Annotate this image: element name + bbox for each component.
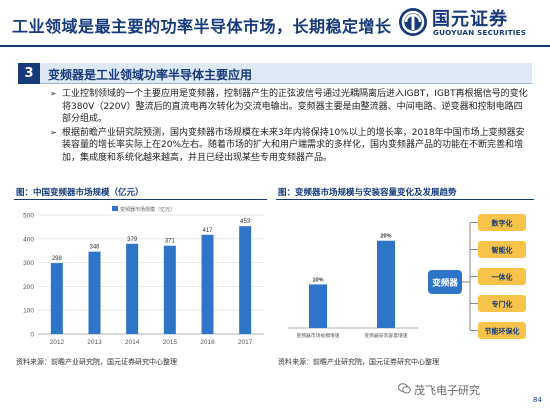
y-tick-label: 0 [30,332,34,339]
x-tick-label: 2014 [125,339,140,346]
bar [126,243,139,334]
trend-box-label: 节能环保化 [485,327,520,336]
header-rule [0,45,550,47]
bar [309,284,327,328]
bar [50,263,63,334]
bar [201,234,214,334]
section-number: 3 [18,63,40,84]
bar [377,240,395,328]
bullet-item: ➢ 工业控制领域的一个主要应用是变频器，控制器产生的正弦波信号通过光耦隔离后进入… [50,88,530,126]
logo-text-en: GUOYUAN SECURITIES [433,28,527,37]
y-tick-label: 400 [23,236,34,243]
chart2-source: 资料来源：前瞻产业研究院，国元证券研究中心整理 [278,358,439,366]
chart2-caption-rule [276,199,534,200]
wechat-icon [398,383,411,394]
bar-value-label: 298 [52,256,63,262]
market-size-bar-chart: 0 100 200 300 400 500 变频器市场规模（亿元） 298 2012 346 201… [23,206,264,346]
arrow-bullet-icon: ➢ [50,127,57,137]
growth-rate-bar-chart: 10% 变频器市场规模增速 20% 变频器安装容量增速 [288,234,418,339]
section-bar [40,63,532,84]
center-box [428,270,462,294]
guoyuan-logo-icon [399,8,427,36]
trend-box-label: 专门化 [492,300,513,309]
bar [239,226,252,334]
y-tick-label: 500 [23,213,34,220]
watermark-text: 茂飞电子研究 [414,384,480,397]
trend-box [478,295,526,312]
page-title: 工业领域是最主要的功率半导体市场，长期稳定增长 [12,17,392,36]
bullet-list: ➢ 工业控制领域的一个主要应用是变频器，控制器产生的正弦波信号通过光耦隔离后进入… [50,88,530,165]
bar-value-label: 10% [312,277,323,283]
center-box-label: 变频器 [432,278,458,289]
x-tick-label: 2015 [163,339,178,346]
bar-value-label: 417 [202,228,213,234]
x-tick-label: 变频器市场规模增速 [296,332,339,339]
bullet-text: 工业控制领域的一个主要应用是变频器，控制器产生的正弦波信号通过光耦隔离后进入IG… [62,89,528,124]
arrow-bullet-icon: ➢ [50,89,57,98]
chart1-caption-rule [14,199,267,200]
x-tick-label: 2016 [200,339,215,346]
bullet-text: 根据前瞻产业研究院预测，国内变频器市场规模在未来3年内将保持10%以上的增长率，… [62,127,525,163]
trend-box [478,241,526,258]
chart1-source: 资料来源：前瞻产业研究院，国元证券研究中心整理 [16,358,177,366]
trend-box [478,214,526,231]
y-tick-label: 200 [23,284,34,291]
y-tick-label: 300 [23,260,34,267]
x-tick-label: 2013 [87,339,102,346]
x-tick-label: 2017 [238,339,253,346]
bar-value-label: 379 [127,237,138,243]
bar-value-label: 453 [240,219,251,225]
legend-label: 变频器市场规模（亿元） [120,206,175,213]
legend-swatch [112,206,118,211]
x-tick-label: 变频器安装容量增速 [364,332,407,339]
x-tick-label: 2012 [50,339,65,346]
trend-box-label: 数字化 [492,219,513,228]
logo-text-cn: 国元证券 [432,9,508,30]
bar [88,251,101,334]
bar-value-label: 371 [165,239,176,245]
bar-value-label: 20% [380,234,391,240]
section-title: 变频器是工业领域功率半导体主要应用 [48,68,253,82]
trend-box [478,322,526,339]
bullet-item: ➢ 根据前瞻产业研究院预测，国内变频器市场规模在未来3年内将保持10%以上的增长… [50,127,530,165]
y-tick-label: 100 [23,308,34,315]
chart2-caption: 图：变频器市场规模与安装容量变化及发展趋势 [278,188,457,198]
trend-box-label: 一体化 [492,273,513,282]
trend-box [478,268,526,285]
bar-value-label: 346 [89,245,100,251]
chart1-caption: 图：中国变频器市场规模（亿元） [16,188,144,198]
page-number: 84 [533,396,542,404]
bar [163,245,176,334]
trend-box-label: 智能化 [492,246,513,255]
